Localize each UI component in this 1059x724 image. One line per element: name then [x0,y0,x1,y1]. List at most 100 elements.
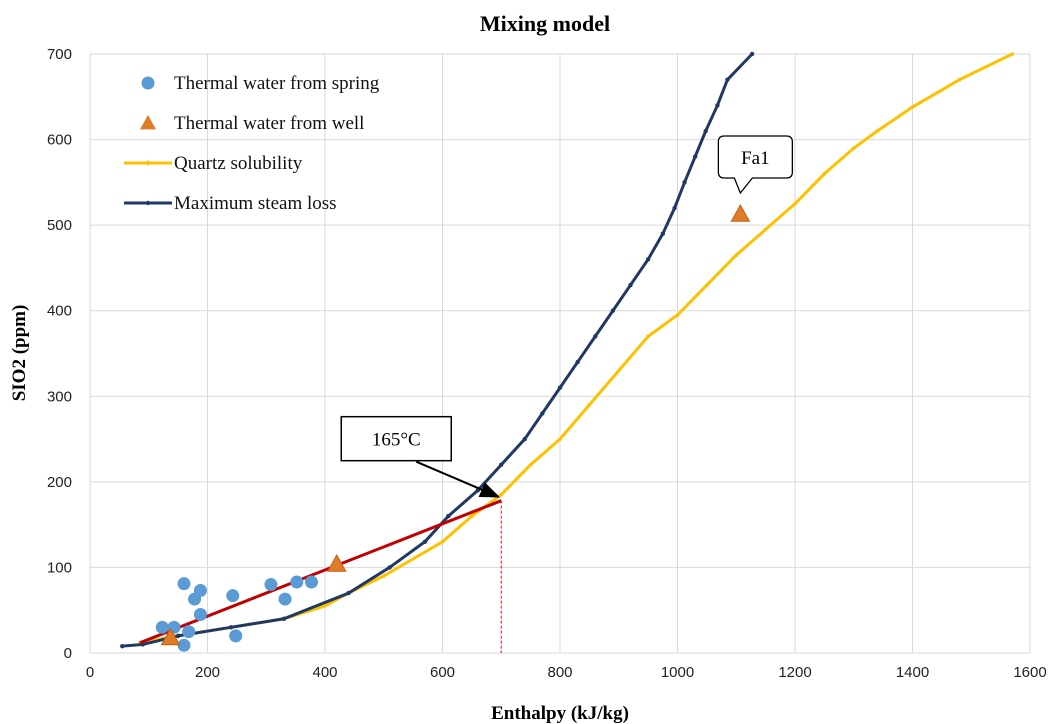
steam-loss-point [715,103,720,108]
x-tick-label: 200 [195,664,220,681]
steam-loss-point [703,128,708,134]
y-tick-label: 500 [47,217,72,234]
spring-point [193,607,207,621]
x-axis-ticks: 0 200 400 600 800 1000 1200 1400 1600 [86,664,1047,681]
fa1-callout-text: Fa1 [741,148,770,169]
temperature-callout-arrow [415,460,501,498]
spring-point [229,629,243,643]
legend-label: Maximum steam loss [174,193,337,214]
quartz-solubility-point [763,227,768,232]
steam-loss-point [422,539,428,544]
fa1-callout-bubble [717,135,794,195]
quartz-solubility-point [957,77,962,82]
steam-loss-point [660,231,666,236]
y-axis-ticks: 0 100 200 300 400 500 600 700 [47,46,72,662]
spring-point [182,625,196,639]
quartz-solubility-point [851,146,856,150]
steam-loss-point [387,565,392,570]
well-point [326,553,347,572]
steam-loss-point [522,436,527,442]
x-tick-label: 400 [312,664,337,681]
quartz-solubility-point [440,539,445,544]
y-tick-label: 200 [47,474,72,491]
steam-loss-point [575,359,580,365]
quartz-solubility-point [910,105,915,109]
spring-point [290,575,304,589]
steam-loss-line [122,52,754,648]
x-tick-label: 1600 [1013,664,1046,681]
quartz-solubility-point [558,437,562,441]
x-tick-label: 800 [547,664,572,681]
steam-loss-point [499,462,504,467]
quartz-solubility-point [587,403,592,407]
quartz-solubility-point [1010,52,1015,56]
legend-swatch-dot [145,200,151,206]
spring-point [278,592,292,606]
y-tick-label: 300 [47,388,72,405]
y-tick-label: 700 [47,46,72,63]
steam-loss-point [749,51,755,57]
spring-point [264,578,278,592]
legend: Thermal water from spring Thermal water f… [124,73,380,214]
quartz-solubility-point [793,201,797,206]
callouts: 165°C Fa1 [340,135,794,498]
legend-swatch-dot [145,160,151,166]
quartz-solubility-line [139,52,1014,645]
steam-loss-point [120,643,125,649]
steam-loss-point [672,205,677,211]
legend-label: Quartz solubility [174,153,303,174]
x-tick-label: 1000 [661,664,694,681]
steam-loss-point [557,385,563,390]
quartz-solubility-point [381,574,386,578]
spring-point [226,589,240,603]
mixing-line [139,499,502,645]
steam-loss-point [593,334,598,339]
well-point [160,627,181,646]
steam-loss-point [645,257,651,262]
spring-point [304,575,318,589]
chart-title: Mixing model [480,11,610,36]
steam-loss-point [610,308,616,313]
steam-loss-point [682,180,687,185]
quartz-solubility-point [470,514,474,518]
steam-loss-point [446,513,451,519]
quartz-solubility-point [734,253,739,257]
x-tick-label: 600 [430,664,455,681]
quartz-solubility-point [528,462,533,467]
grid [89,53,1031,654]
steam-loss-point [228,625,234,630]
plot-area [120,51,1015,653]
quartz-solubility-point [646,334,650,339]
legend-swatch-well [140,115,156,130]
quartz-solubility-point [675,313,680,317]
legend-label: Thermal water from spring [174,73,380,94]
x-tick-label: 1400 [896,664,929,681]
y-axis-title: SIO2 (ppm) [9,305,30,402]
spring-point [155,620,169,634]
quartz-solubility-point [705,283,709,287]
quartz-solubility-point [499,492,504,497]
steam-loss-point [692,154,698,159]
quartz-solubility-point [822,172,827,176]
steam-loss-point [725,77,730,82]
quartz-solubility-point [875,129,880,133]
spring-point [177,577,191,591]
y-tick-label: 600 [47,132,72,149]
y-tick-label: 400 [47,303,72,320]
quartz-solubility-point [616,368,621,373]
well-point [730,203,751,222]
steam-loss-point [346,590,351,596]
x-tick-label: 0 [86,664,94,681]
spring-point [177,638,191,652]
y-tick-label: 100 [47,559,72,576]
y-tick-label: 0 [64,645,72,662]
legend-label: Thermal water from well [174,113,364,134]
x-tick-label: 1200 [778,664,811,681]
spring-point [193,584,207,598]
x-axis-title: Enthalpy (kJ/kg) [491,703,629,724]
legend-swatch-spring [141,76,155,90]
steam-loss-point [628,282,633,288]
steam-loss-point [175,633,181,639]
temperature-callout-text: 165°C [372,430,421,451]
